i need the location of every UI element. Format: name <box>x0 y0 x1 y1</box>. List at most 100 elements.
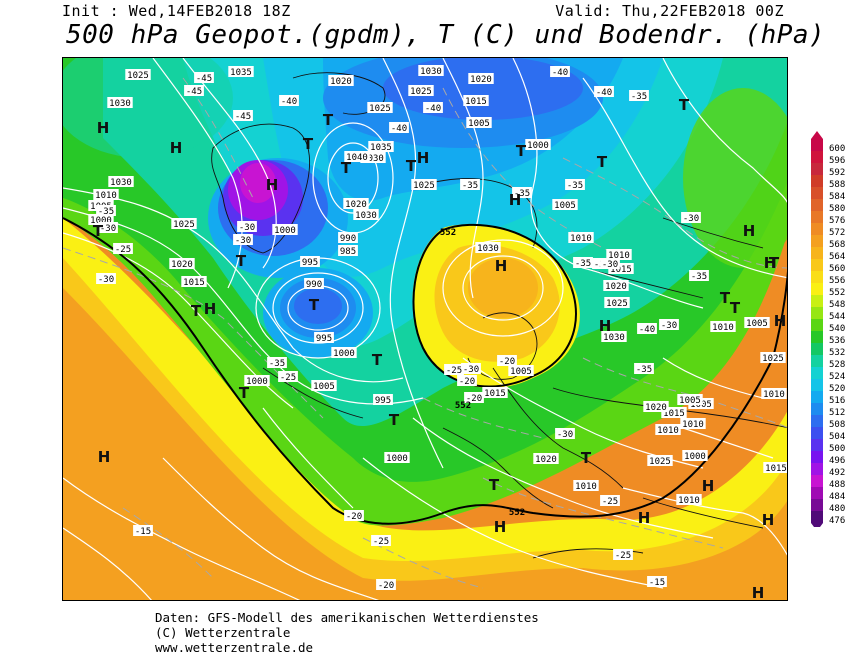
high-pressure-marker: H <box>599 317 612 335</box>
isotherm-label-bg <box>613 549 633 560</box>
isotherm-label-bg <box>237 221 257 232</box>
isotherm-label-bg <box>98 222 118 233</box>
low-pressure-marker: T <box>309 296 320 314</box>
isobar-label: 1015 <box>484 389 506 399</box>
isobar-label: 1030 <box>362 154 384 164</box>
legend-value-label: 556 <box>829 276 846 286</box>
isotherm-label-bg <box>634 363 654 374</box>
low-pressure-marker: T <box>730 299 741 317</box>
legend-value-label: 504 <box>829 432 846 442</box>
isobar-label-bg <box>463 95 489 106</box>
isobar-label-bg <box>744 317 770 328</box>
legend-swatch <box>811 427 823 439</box>
legend-swatch <box>811 199 823 211</box>
legend-value-label: 576 <box>829 216 846 226</box>
isobar-label-bg <box>468 73 494 84</box>
legend-swatch <box>811 487 823 499</box>
isobar-label: 1005 <box>554 201 576 211</box>
isobar-label-bg <box>360 152 386 163</box>
isobar-label: 1015 <box>765 464 787 474</box>
legend-swatch <box>811 355 823 367</box>
isobar-label-bg <box>367 102 393 113</box>
isobar-label-bg <box>533 453 559 464</box>
legend-value-label: 508 <box>829 420 846 430</box>
low-pressure-marker: T <box>720 289 731 307</box>
low-pressure-marker: T <box>191 302 202 320</box>
isotherm-label: -15 <box>135 527 151 537</box>
legend-arrow-top <box>811 131 823 139</box>
legend-arrow-bottom <box>811 523 823 527</box>
isotherm-label-bg <box>629 90 649 101</box>
isobar-label: 1015 <box>610 265 632 275</box>
isobar-label-bg <box>604 297 630 308</box>
high-pressure-marker: H <box>170 139 183 157</box>
isotherm-label-bg <box>555 428 575 439</box>
isotherm-label: -30 <box>100 224 116 234</box>
isotherm-label: -30 <box>235 236 251 246</box>
isotherm-label: -35 <box>691 272 707 282</box>
geopotential-552-label: 552 <box>440 228 456 238</box>
isobar-label: 1020 <box>345 200 367 210</box>
legend-value-label: 596 <box>829 156 846 166</box>
isobar-label: 1025 <box>369 104 391 114</box>
legend-swatch <box>811 235 823 247</box>
isobar-label-bg <box>552 199 578 210</box>
isotherm-label-bg <box>457 375 477 386</box>
legend-swatch <box>811 439 823 451</box>
isobar-label: 1005 <box>746 319 768 329</box>
isobar-label: 1040 <box>346 153 368 163</box>
isobar-label: 1030 <box>109 99 131 109</box>
isobar-label-bg <box>466 117 492 128</box>
isotherm-label-bg <box>594 86 614 97</box>
isotherm-label: -45 <box>235 112 251 122</box>
isotherm-label: -30 <box>98 275 114 285</box>
legend-swatch <box>811 499 823 511</box>
legend-swatch <box>811 271 823 283</box>
high-pressure-marker: H <box>98 448 111 466</box>
legend-value-label: 572 <box>829 228 846 238</box>
high-pressure-marker: H <box>97 119 110 137</box>
isotherm-label-bg <box>681 212 701 223</box>
isobar-label-bg <box>680 418 706 429</box>
isotherm-label: -45 <box>196 74 212 84</box>
low-pressure-marker: T <box>372 351 383 369</box>
isotherm-label-bg <box>460 179 480 190</box>
low-pressure-marker: T <box>236 252 247 270</box>
isotherm-label-bg <box>344 510 364 521</box>
isotherm-label: -30 <box>602 260 618 270</box>
isotherm-label: -45 <box>186 87 202 97</box>
isobar-label: 990 <box>306 280 322 290</box>
isobar-label-bg <box>655 424 681 435</box>
isotherm-label: -20 <box>499 357 515 367</box>
isobar-label-bg <box>244 375 270 386</box>
isobar-label-bg <box>338 245 358 256</box>
isobar-label-bg <box>573 480 599 491</box>
isotherm-label: -35 <box>462 181 478 191</box>
isotherm-label: -35 <box>567 181 583 191</box>
low-pressure-marker: T <box>581 449 592 467</box>
isotherm-label: -20 <box>466 394 482 404</box>
low-pressure-marker: T <box>93 222 104 240</box>
map-labels: 1025 103510301020102510301025102010151030… <box>88 65 787 600</box>
legend-swatch <box>811 187 823 199</box>
low-pressure-marker: T <box>303 135 314 153</box>
isobar-label: 1025 <box>649 457 671 467</box>
isotherm-label-bg <box>637 323 657 334</box>
isotherm-label: -25 <box>602 497 618 507</box>
legend-value-label: 488 <box>829 480 846 490</box>
isotherm-label: -25 <box>446 366 462 376</box>
isotherm-label-bg <box>573 257 593 268</box>
low-pressure-marker: T <box>489 476 500 494</box>
isotherm-label-bg <box>233 110 253 121</box>
geopotential-552-label: 552 <box>509 508 525 518</box>
isobar-label: 1025 <box>606 299 628 309</box>
isobar-label: 1025 <box>413 181 435 191</box>
legend-value-label: 564 <box>829 252 846 262</box>
isotherm-label: -25 <box>115 245 131 255</box>
isotherm-label: -35 <box>514 189 530 199</box>
isobar-label: 1015 <box>663 409 685 419</box>
isotherm-label: -35 <box>269 359 285 369</box>
geopotential-552-label: 552 <box>455 401 471 411</box>
isotherm-label-bg <box>184 85 204 96</box>
isotherm-label: -40 <box>281 97 297 107</box>
